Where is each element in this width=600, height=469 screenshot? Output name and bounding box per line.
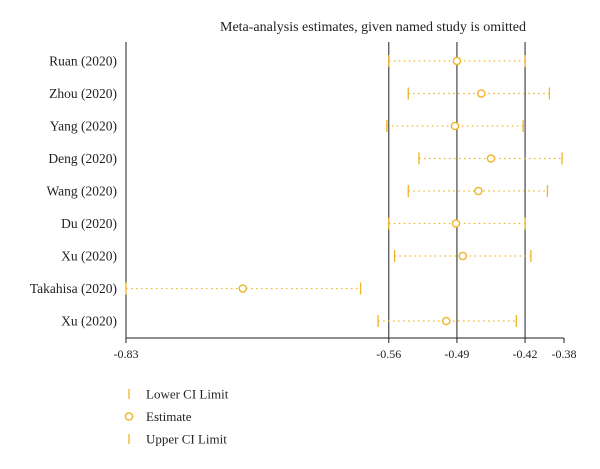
x-tick-label: -0.42 xyxy=(513,347,538,361)
x-tick-label: -0.38 xyxy=(552,347,577,361)
study-label: Xu (2020) xyxy=(61,314,117,329)
study-row: Takahisa (2020) xyxy=(30,281,362,296)
study-label: Takahisa (2020) xyxy=(30,281,117,296)
study-row: Wang (2020) xyxy=(46,184,549,199)
estimate-marker xyxy=(450,121,460,131)
legend-label: Lower CI Limit xyxy=(146,387,229,402)
estimate-marker xyxy=(486,154,496,163)
study-row: Xu (2020) xyxy=(61,314,517,329)
study-row: Deng (2020) xyxy=(48,151,563,166)
x-tick-label: -0.56 xyxy=(376,347,401,361)
legend-label: Estimate xyxy=(146,409,192,424)
legend-item-lower: Lower CI Limit xyxy=(128,387,229,402)
study-label: Du (2020) xyxy=(61,216,117,231)
study-row: Du (2020) xyxy=(61,216,526,231)
estimate-marker xyxy=(441,316,451,326)
reference-lines xyxy=(125,42,526,338)
chart-title: Meta-analysis estimates, given named stu… xyxy=(220,20,526,35)
estimate-marker xyxy=(238,284,248,293)
estimate-marker xyxy=(474,186,483,196)
legend-item-estimate: Estimate xyxy=(124,409,192,424)
study-label: Deng (2020) xyxy=(48,151,117,166)
study-row: Zhou (2020) xyxy=(49,86,551,101)
legend-estimate-symbol xyxy=(124,412,134,421)
study-row: Xu (2020) xyxy=(61,249,532,264)
study-rows: Ruan (2020) Zhou (2020) Yang (2020) Deng (2… xyxy=(30,54,563,329)
study-label: Yang (2020) xyxy=(50,119,117,134)
x-tick-label: -0.83 xyxy=(114,347,139,361)
study-label: Ruan (2020) xyxy=(49,54,117,69)
study-label: Xu (2020) xyxy=(61,249,117,264)
legend-item-upper: Upper CI Limit xyxy=(128,432,227,447)
estimate-marker xyxy=(451,219,461,228)
legend-label: Upper CI Limit xyxy=(146,432,227,447)
study-label: Zhou (2020) xyxy=(49,86,117,101)
legend: Lower CI Limit Estimate Upper CI Limit xyxy=(124,387,229,447)
x-axis: -0.83 -0.56 -0.49 -0.42 -0.38 xyxy=(114,337,577,361)
x-tick-label: -0.49 xyxy=(444,347,469,361)
estimate-marker xyxy=(476,89,486,98)
estimate-marker xyxy=(458,251,468,261)
study-row: Ruan (2020) xyxy=(49,54,526,69)
study-label: Wang (2020) xyxy=(46,184,117,199)
estimate-marker xyxy=(452,56,462,66)
study-row: Yang (2020) xyxy=(50,119,524,134)
